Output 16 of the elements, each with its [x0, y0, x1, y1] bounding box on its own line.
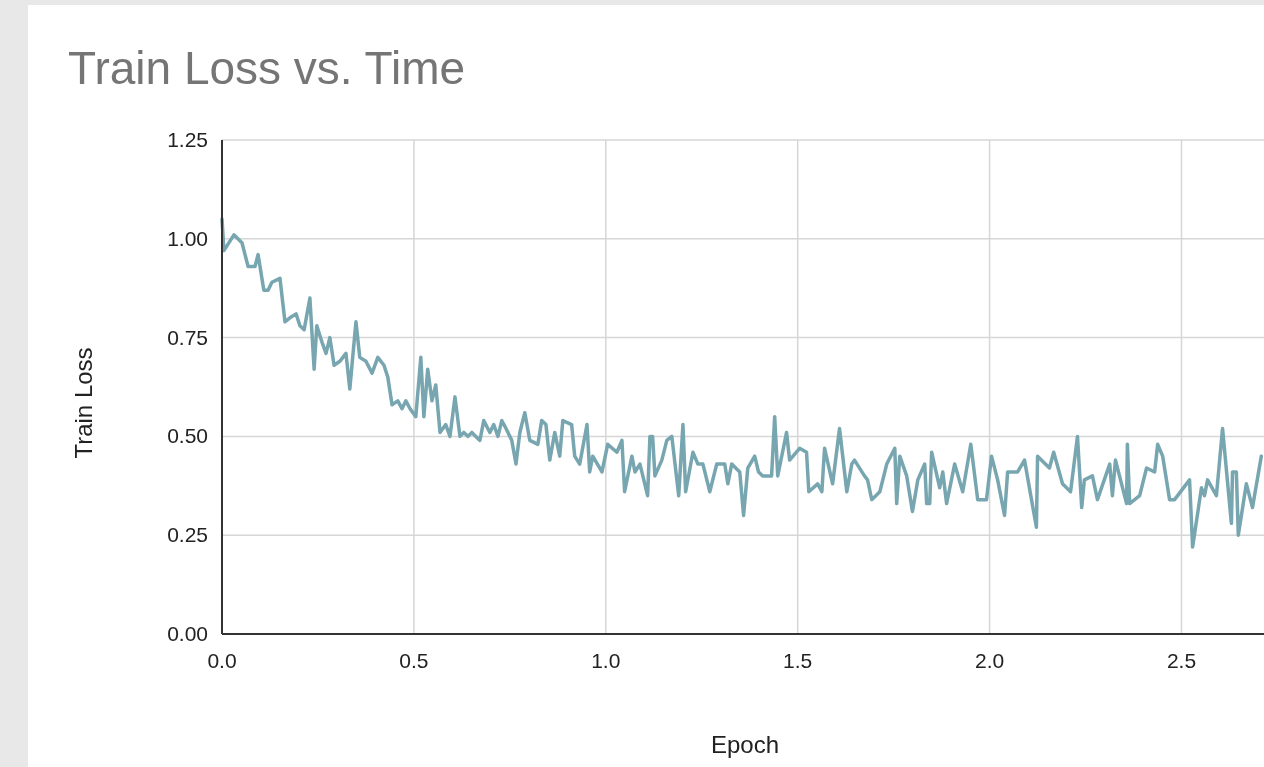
chart-title: Train Loss vs. Time: [68, 42, 466, 94]
y-tick-label: 0.75: [167, 325, 208, 349]
x-tick-label: 0.0: [207, 649, 237, 672]
x-tick-label: 1.0: [591, 649, 621, 672]
line-series: [220, 217, 1264, 549]
y-tick-label: 1.25: [167, 128, 208, 151]
x-tick-label: 1.5: [783, 649, 813, 672]
y-tick-label: 0.50: [167, 424, 208, 448]
y-tick-label: 0.00: [167, 622, 208, 645]
y-tick-label: 1.00: [167, 226, 208, 250]
x-axis-title: Epoch: [710, 731, 780, 758]
x-tick-label: 2.5: [1166, 649, 1197, 672]
y-tick-label: 0.25: [167, 523, 208, 547]
x-tick-label: 0.5: [399, 649, 429, 672]
y-axis-title: Train Loss: [70, 347, 97, 459]
x-tick-label: 2.0: [974, 649, 1005, 672]
